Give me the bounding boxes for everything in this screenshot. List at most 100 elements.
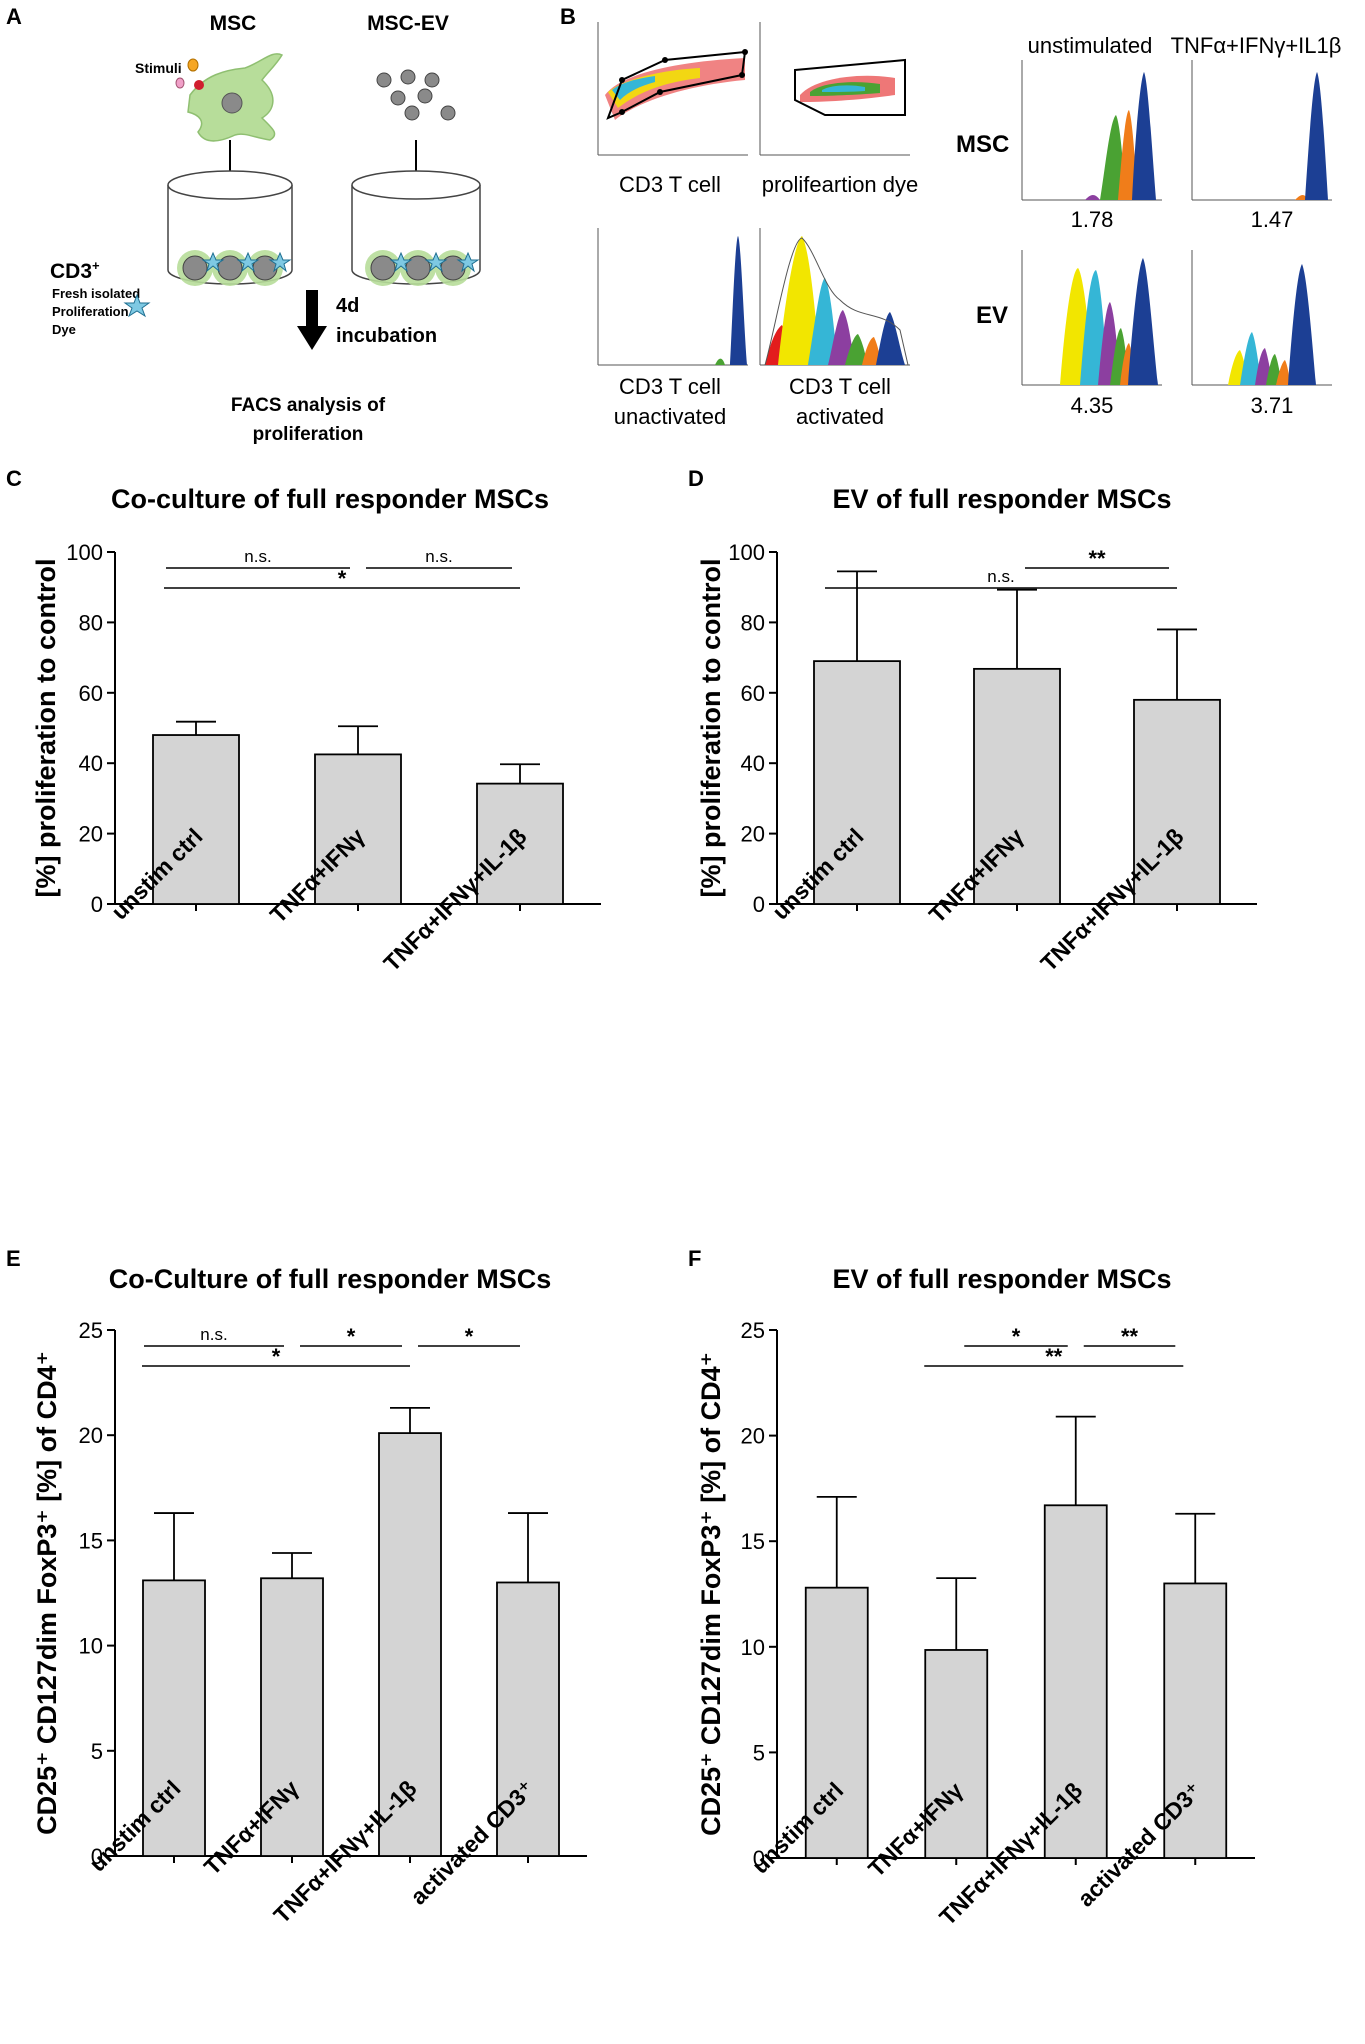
significance-label: **: [1121, 1324, 1139, 1349]
significance-label: *: [465, 1324, 474, 1349]
msc-nucleus-icon: [221, 92, 243, 114]
stimulus-pink-icon: [175, 77, 185, 89]
y-tick-label: 100: [66, 540, 103, 565]
bar: [813, 660, 901, 905]
y-tick-label: 5: [753, 1740, 765, 1765]
bar: [142, 1579, 206, 1857]
significance-label: **: [1045, 1344, 1063, 1369]
incubation-arrow-icon: [297, 326, 327, 350]
y-tick-label: 20: [741, 1424, 765, 1449]
bar: [1133, 698, 1221, 905]
msc-well-icon: [167, 170, 293, 286]
y-tick-label: 40: [79, 751, 103, 776]
row-header-ev: EV: [976, 302, 1008, 329]
significance-label: n.s.: [244, 547, 271, 566]
y-axis-label: CD25⁺ CD127dim FoxP3⁺ [%] of CD4⁺: [696, 1352, 726, 1836]
gate-plot-dye: [759, 22, 910, 156]
panel-letter-f: F: [688, 1246, 701, 1271]
significance-label: *: [338, 566, 347, 591]
chart-title: EV of full responder MSCs: [832, 1264, 1171, 1294]
chart-c: C Co-culture of full responder MSCs [%] pr…: [6, 466, 601, 976]
y-tick-label: 15: [741, 1529, 765, 1554]
significance-label: **: [1088, 546, 1106, 571]
chart-title: Co-culture of full responder MSCs: [111, 484, 549, 514]
y-tick-label: 100: [728, 540, 765, 565]
stimulus-red-icon: [194, 80, 204, 90]
incubation-label-1: 4d: [336, 295, 359, 317]
msc-label: MSC: [210, 12, 257, 35]
ev-well-icon: [351, 170, 481, 286]
msc-ev-label: MSC-EV: [367, 12, 449, 35]
row-header-msc: MSC: [956, 131, 1009, 158]
bar: [378, 1432, 442, 1857]
ev-unstim-value: 4.35: [1071, 393, 1114, 418]
stimuli-label: Stimuli: [135, 60, 182, 76]
ev-stim-value: 3.71: [1251, 393, 1294, 418]
panel-a-schematic: A MSC MSC-EV Stimuli: [6, 4, 481, 445]
cd3-desc-line2: Proliferation: [52, 304, 129, 319]
significance-label: *: [347, 1324, 356, 1349]
hist1-label-2: unactivated: [614, 404, 727, 429]
y-tick-label: 60: [79, 681, 103, 706]
proliferation-dye-star-icon: [123, 293, 151, 318]
panel-letter-a: A: [6, 4, 22, 29]
chart-e: E Co-Culture of full responder MSCs CD25⁺ …: [6, 1246, 587, 1928]
hist1-label-1: CD3 T cell: [619, 374, 721, 399]
cd3-desc-line1: Fresh isolated: [52, 286, 140, 301]
y-tick-label: 25: [741, 1318, 765, 1343]
significance-label: n.s.: [425, 547, 452, 566]
cd3-desc-line3: Dye: [52, 322, 76, 337]
col-header-stimulated: TNFα+IFNγ+IL1β: [1171, 33, 1342, 58]
chart-title: EV of full responder MSCs: [832, 484, 1171, 514]
chart-title: Co-Culture of full responder MSCs: [109, 1264, 552, 1294]
hist-ev-unstimulated: [1021, 250, 1162, 386]
significance-label: n.s.: [200, 1325, 227, 1344]
significance-label: n.s.: [987, 567, 1014, 586]
stimulus-orange-icon: [187, 58, 199, 72]
msc-stim-value: 1.47: [1251, 207, 1294, 232]
y-axis-label: [%] proliferation to control: [31, 559, 61, 898]
bar: [1163, 1582, 1228, 1859]
gate1-label: CD3 T cell: [619, 172, 721, 197]
panel-letter-d: D: [688, 466, 704, 491]
panel-letter-b: B: [560, 4, 576, 29]
ev-particles-icon: [376, 69, 456, 121]
cd3-label: CD3+: [50, 258, 100, 283]
y-tick-label: 0: [91, 892, 103, 917]
significance-label: *: [1012, 1324, 1021, 1349]
hist2-label-2: activated: [796, 404, 884, 429]
y-tick-label: 0: [91, 1844, 103, 1869]
gate2-label: prolifeartion dye: [762, 172, 919, 197]
hist-activated: [759, 228, 910, 366]
y-tick-label: 10: [79, 1634, 103, 1659]
col-header-unstimulated: unstimulated: [1028, 33, 1153, 58]
y-tick-label: 20: [79, 822, 103, 847]
y-tick-label: 25: [79, 1318, 103, 1343]
y-tick-label: 20: [741, 822, 765, 847]
chart-d: D EV of full responder MSCs [%] proliferat…: [688, 466, 1257, 976]
gate-plot-cd3: [597, 22, 748, 156]
y-tick-label: 0: [753, 892, 765, 917]
y-tick-label: 10: [741, 1635, 765, 1660]
significance-label: *: [272, 1344, 281, 1369]
y-tick-label: 80: [741, 610, 765, 635]
hist2-label-1: CD3 T cell: [789, 374, 891, 399]
bar: [973, 667, 1061, 905]
chart-f: F EV of full responder MSCs CD25⁺ CD127dim…: [688, 1246, 1255, 1930]
hist-ev-stimulated: [1191, 250, 1332, 386]
y-axis-label: CD25⁺ CD127dim FoxP3⁺ [%] of CD4⁺: [32, 1351, 62, 1835]
y-tick-label: 40: [741, 751, 765, 776]
y-tick-label: 0: [753, 1846, 765, 1871]
y-tick-label: 80: [79, 610, 103, 635]
hist-unactivated: [597, 228, 748, 366]
hist-msc-unstimulated: [1021, 60, 1162, 201]
y-tick-label: 60: [741, 681, 765, 706]
panel-letter-e: E: [6, 1246, 21, 1271]
facs-label-1: FACS analysis of: [231, 395, 386, 416]
panel-b-flow: B CD3 T cell prolifeartion dye CD3 T cel…: [560, 4, 1342, 429]
bar: [804, 1586, 869, 1859]
facs-label-2: proliferation: [253, 424, 364, 445]
hist-msc-stimulated: [1191, 60, 1332, 201]
y-tick-label: 15: [79, 1528, 103, 1553]
y-tick-label: 20: [79, 1423, 103, 1448]
